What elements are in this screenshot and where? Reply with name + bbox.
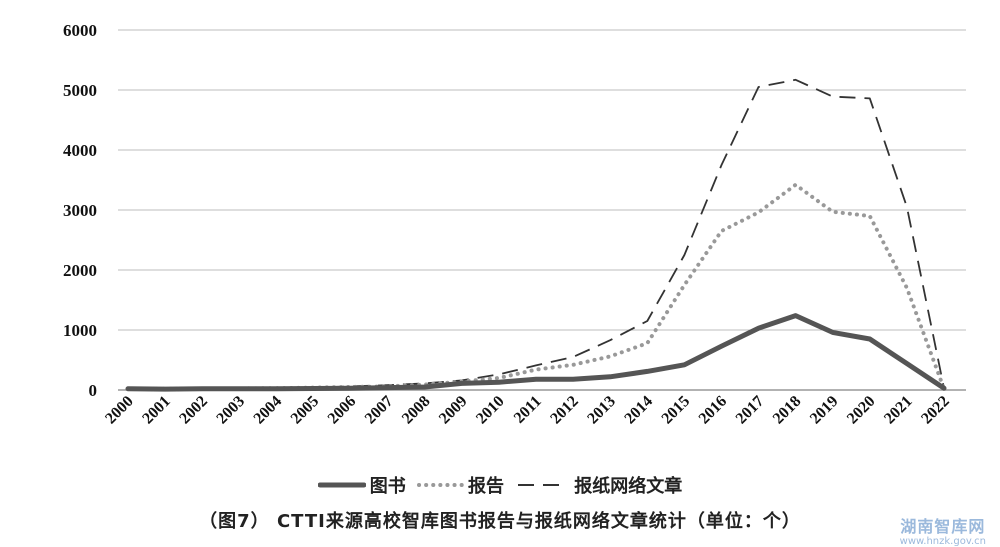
legend-swatch-dashed xyxy=(518,484,569,486)
watermark-name: 湖南智库网 xyxy=(900,517,986,536)
x-tick-label: 2019 xyxy=(807,393,842,428)
x-tick-label: 2006 xyxy=(325,393,360,428)
legend-label-books: 图书 xyxy=(369,476,406,497)
x-tick-label: 2002 xyxy=(176,393,211,428)
x-tick-label: 2012 xyxy=(547,393,582,428)
x-tick-label: 2007 xyxy=(362,393,397,428)
y-tick-label: 4000 xyxy=(63,141,97,160)
series-line-1 xyxy=(126,182,946,391)
x-tick-label: 2011 xyxy=(511,393,545,427)
x-tick-label: 2014 xyxy=(621,393,656,428)
x-tick-label: 2004 xyxy=(251,393,286,428)
gridlines xyxy=(118,29,966,391)
x-tick-label: 2010 xyxy=(473,393,508,428)
y-tick-label: 1000 xyxy=(63,321,97,340)
legend-label-reports: 报告 xyxy=(468,476,504,497)
x-tick-label: 2001 xyxy=(139,393,174,428)
legend-swatch-solid xyxy=(317,482,366,488)
x-tick-label: 2021 xyxy=(881,393,916,428)
y-tick-label: 3000 xyxy=(63,201,97,220)
y-tick-label: 5000 xyxy=(63,81,97,100)
x-tick-label: 2016 xyxy=(696,393,731,428)
watermark-logo: 湖南智库网 www.hnzk.gov.cn xyxy=(900,513,986,547)
x-tick-label: 2015 xyxy=(659,393,694,428)
legend-item-books: 图书 xyxy=(317,472,406,498)
x-tick-label: 2005 xyxy=(288,393,323,428)
figure-caption: （图7） CTTI来源高校智库图书报告与报纸网络文章统计（单位：个） xyxy=(199,511,801,532)
series-line-0 xyxy=(125,313,947,392)
x-tick-label: 2020 xyxy=(844,393,879,428)
x-tick-label: 2018 xyxy=(770,393,805,428)
x-axis-ticks: 2000 2001 2002 2003 2004 2005 2006 2007 2008 2009… xyxy=(102,393,953,428)
y-tick-label: 0 xyxy=(89,381,98,400)
x-tick-label: 2000 xyxy=(102,393,137,428)
legend-swatch-dotted xyxy=(417,483,464,487)
series-line-2 xyxy=(128,78,945,390)
x-tick-label: 2017 xyxy=(733,393,768,428)
x-tick-label: 2013 xyxy=(584,393,619,428)
series-lines xyxy=(125,78,947,392)
legend: 图书 报告 报纸网络文章 xyxy=(0,472,1000,498)
legend-item-articles: 报纸网络文章 xyxy=(514,472,682,498)
x-tick-label: 2003 xyxy=(213,393,248,428)
watermark-url: www.hnzk.gov.cn xyxy=(899,536,986,547)
y-tick-label: 6000 xyxy=(63,21,97,40)
y-tick-label: 2000 xyxy=(63,261,97,280)
y-axis-ticks: 0 1000 2000 3000 4000 5000 6000 xyxy=(63,21,97,400)
x-tick-label: 2009 xyxy=(436,393,471,428)
legend-label-articles: 报纸网络文章 xyxy=(574,476,683,497)
x-tick-label: 2008 xyxy=(399,393,434,428)
x-tick-label: 2022 xyxy=(918,393,953,428)
legend-item-reports: 报告 xyxy=(416,472,504,498)
